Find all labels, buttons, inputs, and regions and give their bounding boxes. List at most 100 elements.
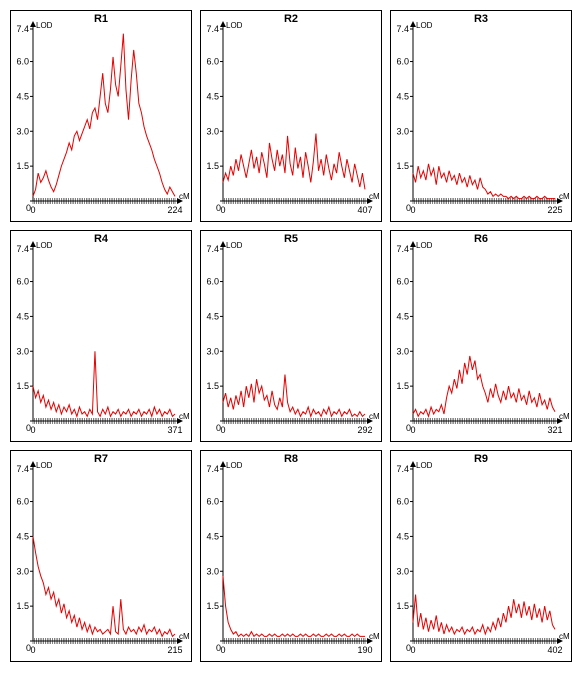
svg-text:6.0: 6.0 xyxy=(396,57,409,67)
lod-line xyxy=(413,595,555,635)
lod-line xyxy=(413,356,555,416)
svg-text:LOD: LOD xyxy=(36,241,53,250)
chart-svg: 01.53.04.56.07.4LOD0371cM xyxy=(11,231,191,441)
svg-text:0: 0 xyxy=(30,205,35,215)
panel-title: R8 xyxy=(284,453,298,465)
svg-text:6.0: 6.0 xyxy=(16,277,29,287)
svg-text:7.4: 7.4 xyxy=(206,464,219,474)
svg-text:6.0: 6.0 xyxy=(206,277,219,287)
panel-grid: R101.53.04.56.07.4LOD0224cMR201.53.04.56… xyxy=(10,10,563,662)
svg-text:cM: cM xyxy=(179,192,190,201)
svg-text:6.0: 6.0 xyxy=(16,497,29,507)
svg-text:LOD: LOD xyxy=(226,21,243,30)
svg-text:3.0: 3.0 xyxy=(206,566,219,576)
svg-text:321: 321 xyxy=(547,425,562,435)
svg-text:0: 0 xyxy=(220,645,225,655)
chart-svg: 01.53.04.56.07.4LOD0224cM xyxy=(11,11,191,221)
chart-panel: R201.53.04.56.07.4LOD0407cM xyxy=(200,10,382,222)
svg-text:cM: cM xyxy=(559,412,570,421)
svg-text:4.5: 4.5 xyxy=(16,531,29,541)
svg-text:7.4: 7.4 xyxy=(396,24,409,34)
lod-line xyxy=(33,34,175,197)
chart-panel: R601.53.04.56.07.4LOD0321cM xyxy=(390,230,572,442)
svg-text:4.5: 4.5 xyxy=(206,91,219,101)
chart-svg: 01.53.04.56.07.4LOD0190cM xyxy=(201,451,381,661)
lod-line xyxy=(33,536,175,636)
lod-line xyxy=(223,375,365,417)
svg-text:1.5: 1.5 xyxy=(16,601,29,611)
chart-panel: R101.53.04.56.07.4LOD0224cM xyxy=(10,10,192,222)
svg-text:4.5: 4.5 xyxy=(16,91,29,101)
svg-text:LOD: LOD xyxy=(416,461,433,470)
svg-text:4.5: 4.5 xyxy=(396,91,409,101)
svg-text:6.0: 6.0 xyxy=(206,57,219,67)
chart-svg: 01.53.04.56.07.4LOD0402cM xyxy=(391,451,571,661)
chart-panel: R701.53.04.56.07.4LOD0215cM xyxy=(10,450,192,662)
chart-svg: 01.53.04.56.07.4LOD0225cM xyxy=(391,11,571,221)
svg-text:0: 0 xyxy=(220,425,225,435)
panel-title: R6 xyxy=(474,233,488,245)
svg-text:1.5: 1.5 xyxy=(16,381,29,391)
svg-text:cM: cM xyxy=(559,632,570,641)
lod-line xyxy=(223,134,365,190)
svg-text:4.5: 4.5 xyxy=(396,531,409,541)
svg-text:cM: cM xyxy=(369,412,380,421)
svg-text:7.4: 7.4 xyxy=(206,244,219,254)
chart-panel: R801.53.04.56.07.4LOD0190cM xyxy=(200,450,382,662)
chart-panel: R301.53.04.56.07.4LOD0225cM xyxy=(390,10,572,222)
svg-text:224: 224 xyxy=(167,205,182,215)
chart-panel: R901.53.04.56.07.4LOD0402cM xyxy=(390,450,572,662)
svg-text:0: 0 xyxy=(30,645,35,655)
svg-text:1.5: 1.5 xyxy=(206,161,219,171)
svg-text:3.0: 3.0 xyxy=(16,566,29,576)
lod-line xyxy=(413,164,555,199)
svg-text:7.4: 7.4 xyxy=(396,244,409,254)
svg-text:3.0: 3.0 xyxy=(16,346,29,356)
svg-text:215: 215 xyxy=(167,645,182,655)
svg-text:3.0: 3.0 xyxy=(206,346,219,356)
panel-title: R9 xyxy=(474,453,488,465)
chart-svg: 01.53.04.56.07.4LOD0215cM xyxy=(11,451,191,661)
chart-panel: R401.53.04.56.07.4LOD0371cM xyxy=(10,230,192,442)
svg-text:LOD: LOD xyxy=(416,241,433,250)
svg-text:6.0: 6.0 xyxy=(396,277,409,287)
svg-text:0: 0 xyxy=(30,425,35,435)
panel-title: R5 xyxy=(284,233,298,245)
svg-text:cM: cM xyxy=(179,412,190,421)
svg-text:0: 0 xyxy=(410,645,415,655)
svg-text:cM: cM xyxy=(179,632,190,641)
svg-text:7.4: 7.4 xyxy=(206,24,219,34)
svg-text:1.5: 1.5 xyxy=(16,161,29,171)
svg-text:7.4: 7.4 xyxy=(16,24,29,34)
panel-title: R3 xyxy=(474,13,488,25)
panel-title: R2 xyxy=(284,13,298,25)
panel-title: R7 xyxy=(94,453,108,465)
svg-text:3.0: 3.0 xyxy=(396,566,409,576)
svg-text:402: 402 xyxy=(547,645,562,655)
chart-svg: 01.53.04.56.07.4LOD0292cM xyxy=(201,231,381,441)
svg-text:3.0: 3.0 xyxy=(16,126,29,136)
chart-panel: R501.53.04.56.07.4LOD0292cM xyxy=(200,230,382,442)
lod-line xyxy=(33,351,175,416)
svg-text:4.5: 4.5 xyxy=(206,311,219,321)
svg-text:cM: cM xyxy=(559,192,570,201)
panel-title: R4 xyxy=(94,233,108,245)
svg-text:1.5: 1.5 xyxy=(396,601,409,611)
svg-text:cM: cM xyxy=(369,632,380,641)
svg-text:LOD: LOD xyxy=(226,241,243,250)
lod-line xyxy=(223,576,365,636)
svg-text:225: 225 xyxy=(547,205,562,215)
svg-text:292: 292 xyxy=(357,425,372,435)
svg-text:6.0: 6.0 xyxy=(16,57,29,67)
svg-text:3.0: 3.0 xyxy=(206,126,219,136)
svg-text:3.0: 3.0 xyxy=(396,126,409,136)
svg-text:3.0: 3.0 xyxy=(396,346,409,356)
svg-text:LOD: LOD xyxy=(36,461,53,470)
svg-text:4.5: 4.5 xyxy=(206,531,219,541)
svg-text:7.4: 7.4 xyxy=(16,244,29,254)
svg-text:4.5: 4.5 xyxy=(396,311,409,321)
svg-text:0: 0 xyxy=(410,205,415,215)
svg-text:1.5: 1.5 xyxy=(206,601,219,611)
chart-svg: 01.53.04.56.07.4LOD0321cM xyxy=(391,231,571,441)
svg-text:7.4: 7.4 xyxy=(396,464,409,474)
